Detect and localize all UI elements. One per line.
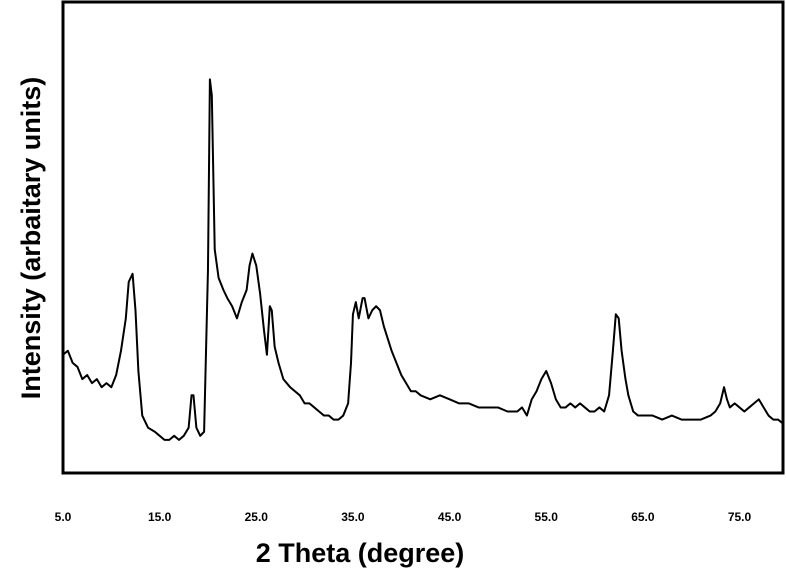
series-layer bbox=[62, 78, 784, 441]
x-tick-label: 75.0 bbox=[728, 510, 752, 524]
x-tick-label: 35.0 bbox=[341, 510, 365, 524]
y-axis-title: Intensity (arbaitary units) bbox=[16, 77, 46, 400]
x-tick-label: 5.0 bbox=[55, 510, 72, 524]
plot-frame bbox=[61, 0, 785, 475]
x-tick-label: 55.0 bbox=[535, 510, 559, 524]
x-tick-label: 45.0 bbox=[438, 510, 462, 524]
x-tick-label: 65.0 bbox=[631, 510, 655, 524]
xrd-trace-line-0 bbox=[62, 78, 784, 441]
x-tick-labels: 5.0 15.0 25.0 35.0 45.0 55.0 65.0 75.0 bbox=[55, 510, 752, 524]
x-tick-label: 15.0 bbox=[148, 510, 172, 524]
x-axis-title: 2 Theta (degree) bbox=[256, 538, 465, 568]
x-tick-label: 25.0 bbox=[245, 510, 269, 524]
